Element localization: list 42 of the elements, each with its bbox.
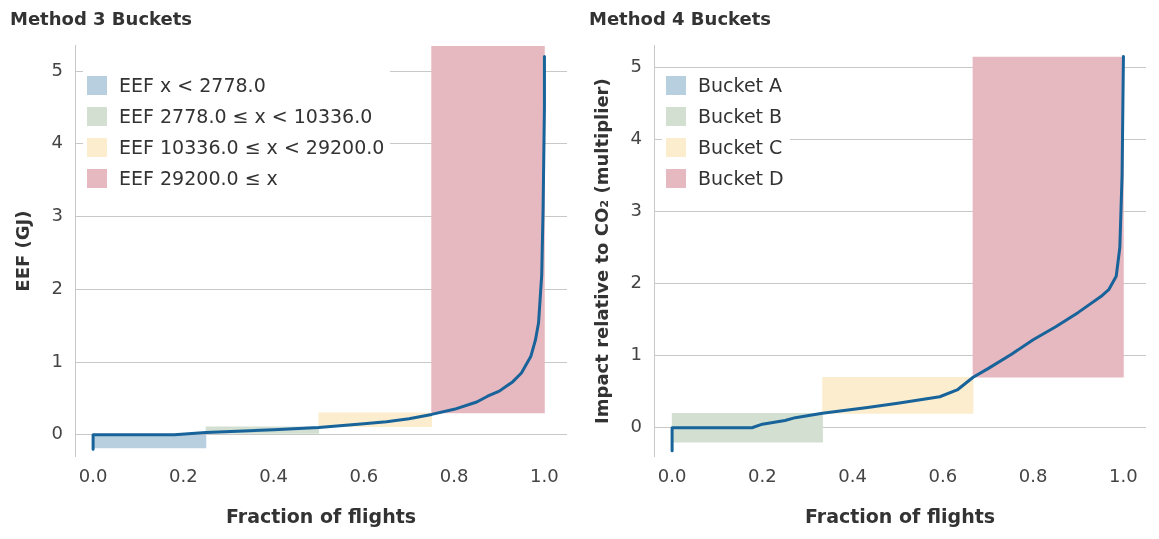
y-tick-label: 4 <box>51 131 64 153</box>
legend-label: EEF 29200.0 ≤ x <box>119 165 278 191</box>
y-tick-label: 5 <box>630 54 643 76</box>
x-axis-title: Fraction of flights <box>225 504 417 527</box>
legend-label: Bucket A <box>698 72 783 98</box>
y-tick-label: 2 <box>51 276 64 298</box>
chart-title: Method 4 Buckets <box>589 8 772 30</box>
legend-label: EEF 2778.0 ≤ x < 10336.0 <box>119 103 373 129</box>
x-tick-label: 0.6 <box>928 465 958 487</box>
x-tick-label: 0.8 <box>439 465 469 487</box>
y-tick-label: 1 <box>51 349 64 371</box>
y-tick-label: 4 <box>630 127 643 149</box>
x-tick-label: 0.8 <box>1018 465 1048 487</box>
x-tick-label: 0.6 <box>349 465 379 487</box>
bar <box>92 434 207 449</box>
y-tick-label: 2 <box>630 271 643 293</box>
y-axis-title: Impact relative to CO₂ (multiplier) <box>591 78 613 424</box>
x-tick-label: 0.2 <box>748 465 777 487</box>
legend-label: Bucket D <box>698 165 784 191</box>
bar <box>972 56 1124 378</box>
y-axis-title: EEF (GJ) <box>12 210 34 292</box>
x-tick-label: 0.0 <box>78 465 108 487</box>
y-tick-label: 3 <box>51 204 64 226</box>
x-tick-label: 0.0 <box>657 465 687 487</box>
legend-label: Bucket C <box>698 134 783 160</box>
y-tick-label: 0 <box>51 422 64 444</box>
x-tick-label: 0.4 <box>838 465 867 487</box>
x-axis-title: Fraction of flights <box>804 504 996 527</box>
chart-title: Method 3 Buckets <box>10 8 193 30</box>
y-tick-label: 5 <box>51 58 64 80</box>
x-tick-label: 0.4 <box>259 465 288 487</box>
legend-label: Bucket B <box>698 103 783 129</box>
bar <box>431 46 545 414</box>
bar <box>822 376 974 414</box>
legend-label: EEF x < 2778.0 <box>119 72 266 98</box>
y-tick-label: 1 <box>630 343 643 365</box>
x-tick-label: 1.0 <box>1109 465 1138 487</box>
x-tick-label: 1.0 <box>530 465 559 487</box>
y-tick-label: 0 <box>630 415 643 437</box>
legend-label: EEF 10336.0 ≤ x < 29200.0 <box>119 134 385 160</box>
x-tick-label: 0.2 <box>169 465 198 487</box>
y-tick-label: 3 <box>630 199 643 221</box>
